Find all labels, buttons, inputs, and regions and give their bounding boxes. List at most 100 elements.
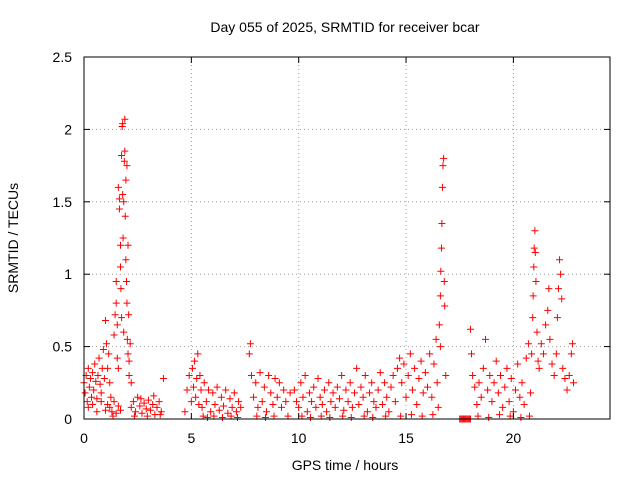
data-point <box>297 379 305 387</box>
data-point <box>530 263 538 271</box>
data-point <box>374 386 382 394</box>
data-point <box>116 406 124 414</box>
data-point <box>520 401 528 409</box>
data-point <box>107 393 115 401</box>
data-point <box>197 386 205 394</box>
data-point <box>118 151 126 159</box>
data-point <box>435 321 443 329</box>
data-point <box>125 372 133 380</box>
data-point <box>376 369 384 377</box>
data-point <box>406 350 414 358</box>
data-point <box>100 374 108 382</box>
data-point <box>112 277 120 285</box>
data-point <box>417 357 425 365</box>
data-point <box>120 198 128 206</box>
data-point <box>123 335 131 343</box>
data-point <box>298 412 306 420</box>
data-point <box>121 115 129 123</box>
data-point <box>331 403 339 411</box>
data-point <box>546 335 554 343</box>
data-point <box>127 403 135 411</box>
data-point <box>426 350 434 358</box>
data-point <box>440 277 448 285</box>
data-point <box>438 220 446 228</box>
data-point <box>527 389 535 397</box>
data-point <box>84 403 92 411</box>
data-point <box>303 408 311 416</box>
y-tick-label: 2.5 <box>53 49 73 65</box>
data-point <box>419 389 427 397</box>
data-point <box>506 412 514 420</box>
data-point <box>185 372 193 380</box>
data-point <box>86 374 94 382</box>
data-point <box>413 401 421 409</box>
data-point <box>439 162 447 170</box>
data-point <box>378 401 386 409</box>
data-point <box>490 379 498 387</box>
data-point <box>295 403 303 411</box>
data-point <box>271 374 279 382</box>
data-point <box>554 285 562 293</box>
data-point <box>210 412 218 420</box>
data-point <box>293 398 301 406</box>
data-point <box>97 389 105 397</box>
data-point <box>517 414 525 422</box>
data-point <box>537 340 545 348</box>
data-point <box>149 401 157 409</box>
data-point <box>123 299 131 307</box>
data-point <box>280 386 288 394</box>
data-point <box>232 408 240 416</box>
data-point <box>123 162 131 170</box>
data-point <box>136 402 144 410</box>
data-point <box>342 386 350 394</box>
data-point <box>262 408 270 416</box>
data-point <box>284 412 292 420</box>
data-point <box>183 386 191 394</box>
data-point <box>565 372 573 380</box>
data-point <box>209 389 217 397</box>
data-point <box>351 389 359 397</box>
data-point <box>194 350 202 358</box>
data-point <box>316 393 324 401</box>
data-point <box>252 379 260 387</box>
data-point <box>408 386 416 394</box>
data-point <box>267 389 275 397</box>
data-point <box>155 398 163 406</box>
data-point <box>125 357 133 365</box>
data-point <box>108 408 116 416</box>
data-point <box>411 364 419 372</box>
data-point <box>442 372 450 380</box>
data-points <box>80 115 578 423</box>
data-point <box>127 379 135 387</box>
data-point <box>361 372 369 380</box>
data-point <box>90 386 98 394</box>
data-point <box>119 120 127 128</box>
data-point <box>327 398 335 406</box>
data-point <box>83 398 91 406</box>
data-point <box>312 403 320 411</box>
data-point <box>254 403 262 411</box>
data-point <box>505 398 513 406</box>
data-point <box>114 364 122 372</box>
data-point <box>407 411 415 419</box>
data-point <box>318 401 326 409</box>
data-point <box>150 392 158 400</box>
data-point <box>359 393 367 401</box>
data-point <box>323 408 331 416</box>
data-point <box>468 350 476 358</box>
data-point <box>545 285 553 293</box>
data-point <box>329 389 337 397</box>
data-point <box>195 401 203 409</box>
data-point <box>84 364 92 372</box>
data-point <box>499 403 507 411</box>
y-tick-labels: 0 0.5 1 1.5 2 2.5 <box>53 49 73 427</box>
data-point <box>429 411 437 419</box>
data-point <box>121 147 129 155</box>
data-point <box>200 379 208 387</box>
data-point <box>92 377 100 385</box>
data-point <box>348 403 356 411</box>
data-point <box>531 227 539 235</box>
y-tick-label: 0 <box>64 411 72 427</box>
data-point <box>109 412 117 420</box>
data-point <box>215 406 223 414</box>
